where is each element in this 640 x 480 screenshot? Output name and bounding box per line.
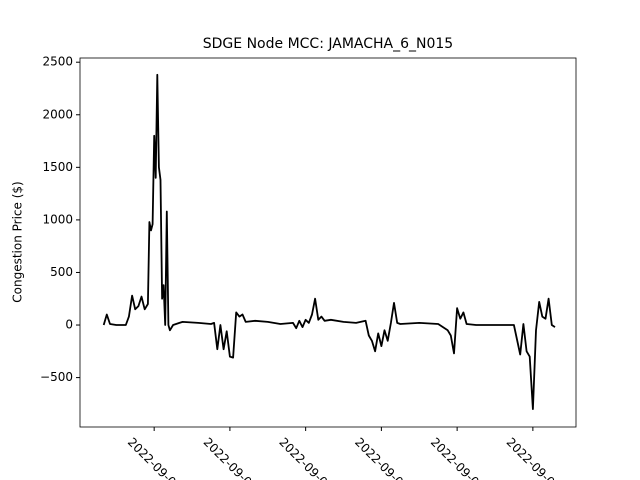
y-tick-label: 0 (65, 318, 73, 332)
y-tick-label: 500 (50, 265, 73, 279)
y-tick-label: −500 (40, 370, 73, 384)
y-tick-label: 1500 (42, 160, 73, 174)
chart-title: SDGE Node MCC: JAMACHA_6_N015 (203, 36, 453, 52)
x-tick-label: 2022-09-05 (352, 435, 411, 480)
plot-frame (79, 57, 577, 428)
x-tick-label: 2022-09-07 (504, 435, 563, 480)
y-tick-label: 2500 (42, 55, 73, 69)
x-tick-label: 2022-09-03 (201, 435, 260, 480)
x-tick-label: 2022-09-02 (125, 435, 184, 480)
y-tick-label: 1000 (42, 212, 73, 226)
x-tick-label: 2022-09-04 (276, 435, 335, 480)
y-tick-label: 2000 (42, 107, 73, 121)
x-tick-label: 2022-09-06 (428, 435, 487, 480)
price-line (102, 73, 556, 410)
y-axis-label: Congestion Price ($) (11, 181, 25, 302)
